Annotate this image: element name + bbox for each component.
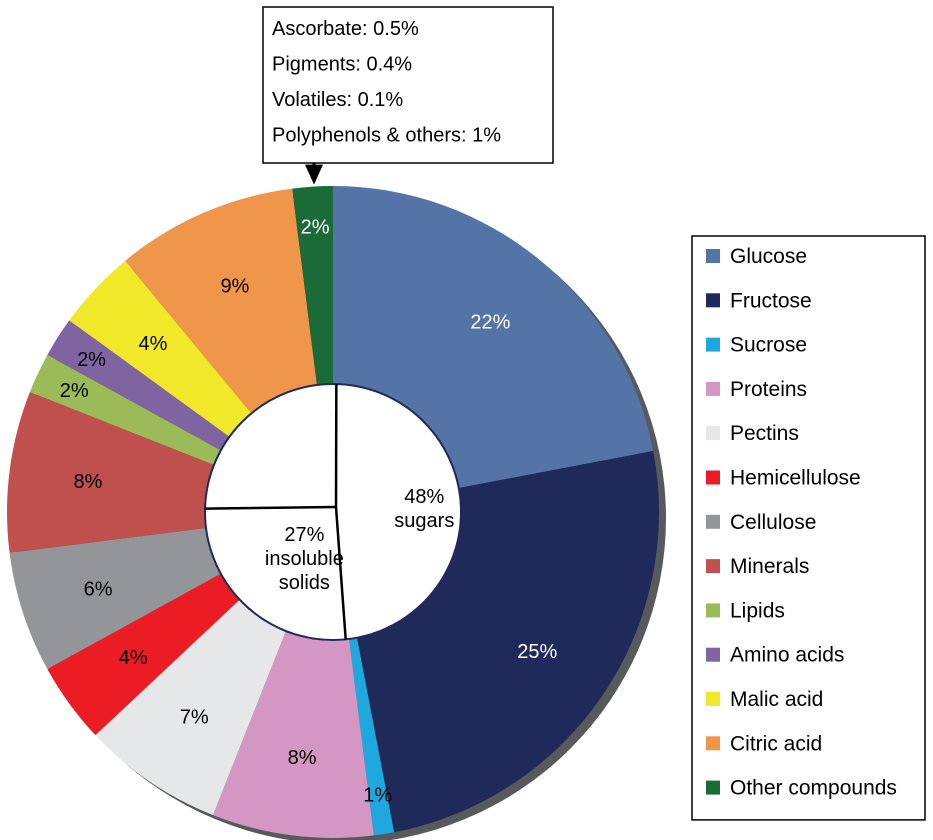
legend-swatch-glucose — [706, 249, 720, 263]
slice-label-cellulose: 6% — [84, 578, 113, 600]
legend-label-hemicellulose: Hemicellulose — [730, 467, 861, 490]
callout-line: Pigments: 0.4% — [272, 54, 412, 76]
group-divider — [205, 505, 337, 510]
inner-group-label-line: solids — [279, 572, 330, 594]
slice-hemicellulose — [47, 573, 240, 736]
legend-swatch-hemicellulose — [706, 470, 720, 485]
legend-label-amino-acids: Amino acids — [730, 644, 844, 667]
inner-group-label-line: 27% — [284, 524, 324, 546]
legend-label-glucose: Glucose — [730, 245, 807, 268]
slice-amino-acids — [47, 320, 230, 451]
legend-label-cellulose: Cellulose — [730, 511, 816, 534]
slice-sucrose — [349, 637, 395, 836]
legend-swatch-lipids — [706, 603, 720, 618]
slice-label-amino-acids: 2% — [77, 349, 106, 371]
legend-label-sucrose: Sucrose — [730, 334, 807, 357]
legend-swatch-proteins — [706, 381, 720, 396]
legend-label-proteins: Proteins — [730, 378, 807, 401]
legend-label-citric-acid: Citric acid — [730, 732, 822, 755]
legend-swatch-cellulose — [706, 514, 720, 529]
legend-swatch-minerals — [706, 559, 720, 574]
slice-cellulose — [9, 528, 221, 670]
slice-label-glucose: 22% — [470, 312, 510, 334]
callout-line: Polyphenols & others: 1% — [272, 125, 501, 147]
legend-swatch-malic-acid — [706, 692, 720, 706]
legend-swatch-citric-acid — [706, 736, 720, 751]
callout-line: Ascorbate: 0.5% — [272, 18, 419, 40]
slice-label-sucrose: 1% — [363, 784, 392, 806]
legend-label-malic-acid: Malic acid — [730, 688, 823, 711]
chart-slices — [6, 186, 659, 838]
legend-label-pectins: Pectins — [730, 422, 799, 445]
legend-label-other-compounds: Other compounds — [730, 777, 897, 800]
slice-minerals — [6, 391, 214, 553]
callout-frame — [262, 6, 554, 164]
slice-proteins — [212, 631, 374, 838]
slice-label-proteins: 8% — [288, 747, 317, 769]
chart-legend: Glucose Fructose Sucrose Proteins Pectins Hem… — [691, 235, 926, 821]
slice-malic-acid — [69, 260, 252, 437]
legend-swatch-fructose — [706, 293, 720, 308]
inner-group-label-line: 48% — [404, 486, 444, 508]
legend-swatch-amino-acids — [706, 647, 720, 662]
slice-label-hemicellulose: 4% — [119, 647, 148, 669]
callout-line: Volatiles: 0.1% — [272, 89, 403, 111]
inner-group-label-line: insoluble — [265, 548, 344, 570]
legend-label-minerals: Minerals — [730, 555, 809, 578]
group-divider — [334, 506, 347, 640]
callout-box: Ascorbate: 0.5% Pigments: 0.4% Volatiles: … — [262, 6, 554, 185]
slice-lipids — [29, 354, 221, 465]
legend-frame — [691, 235, 926, 821]
inner-group-label-line: sugars — [394, 510, 454, 532]
legend-swatch-pectins — [706, 426, 720, 441]
slice-labels: 22% 25% 1% 8% 7% 4% 6% 8% 2% 2% 4% 9% 2% — [60, 217, 558, 807]
slice-label-lipids: 2% — [60, 380, 89, 402]
slice-glucose — [333, 186, 654, 489]
slice-label-pectins: 7% — [180, 706, 209, 728]
slice-pectins — [95, 599, 286, 816]
legend-swatch-other-compounds — [706, 780, 720, 795]
legend-swatch-sucrose — [706, 337, 720, 352]
slice-label-citric-acid: 9% — [220, 275, 249, 297]
donut-hole — [204, 383, 462, 641]
slice-other-compounds — [292, 186, 333, 386]
donut-hole-circle — [204, 383, 462, 641]
slice-citric-acid — [125, 188, 317, 414]
slice-fructose — [356, 450, 659, 833]
legend-label-lipids: Lipids — [730, 599, 785, 622]
legend-label-fructose: Fructose — [730, 289, 812, 312]
slice-label-other-compounds: 2% — [301, 217, 330, 239]
slice-label-fructose: 25% — [517, 641, 557, 663]
callout-arrow-head — [305, 164, 323, 185]
slice-label-malic-acid: 4% — [138, 333, 167, 355]
slice-label-minerals: 8% — [73, 471, 102, 493]
